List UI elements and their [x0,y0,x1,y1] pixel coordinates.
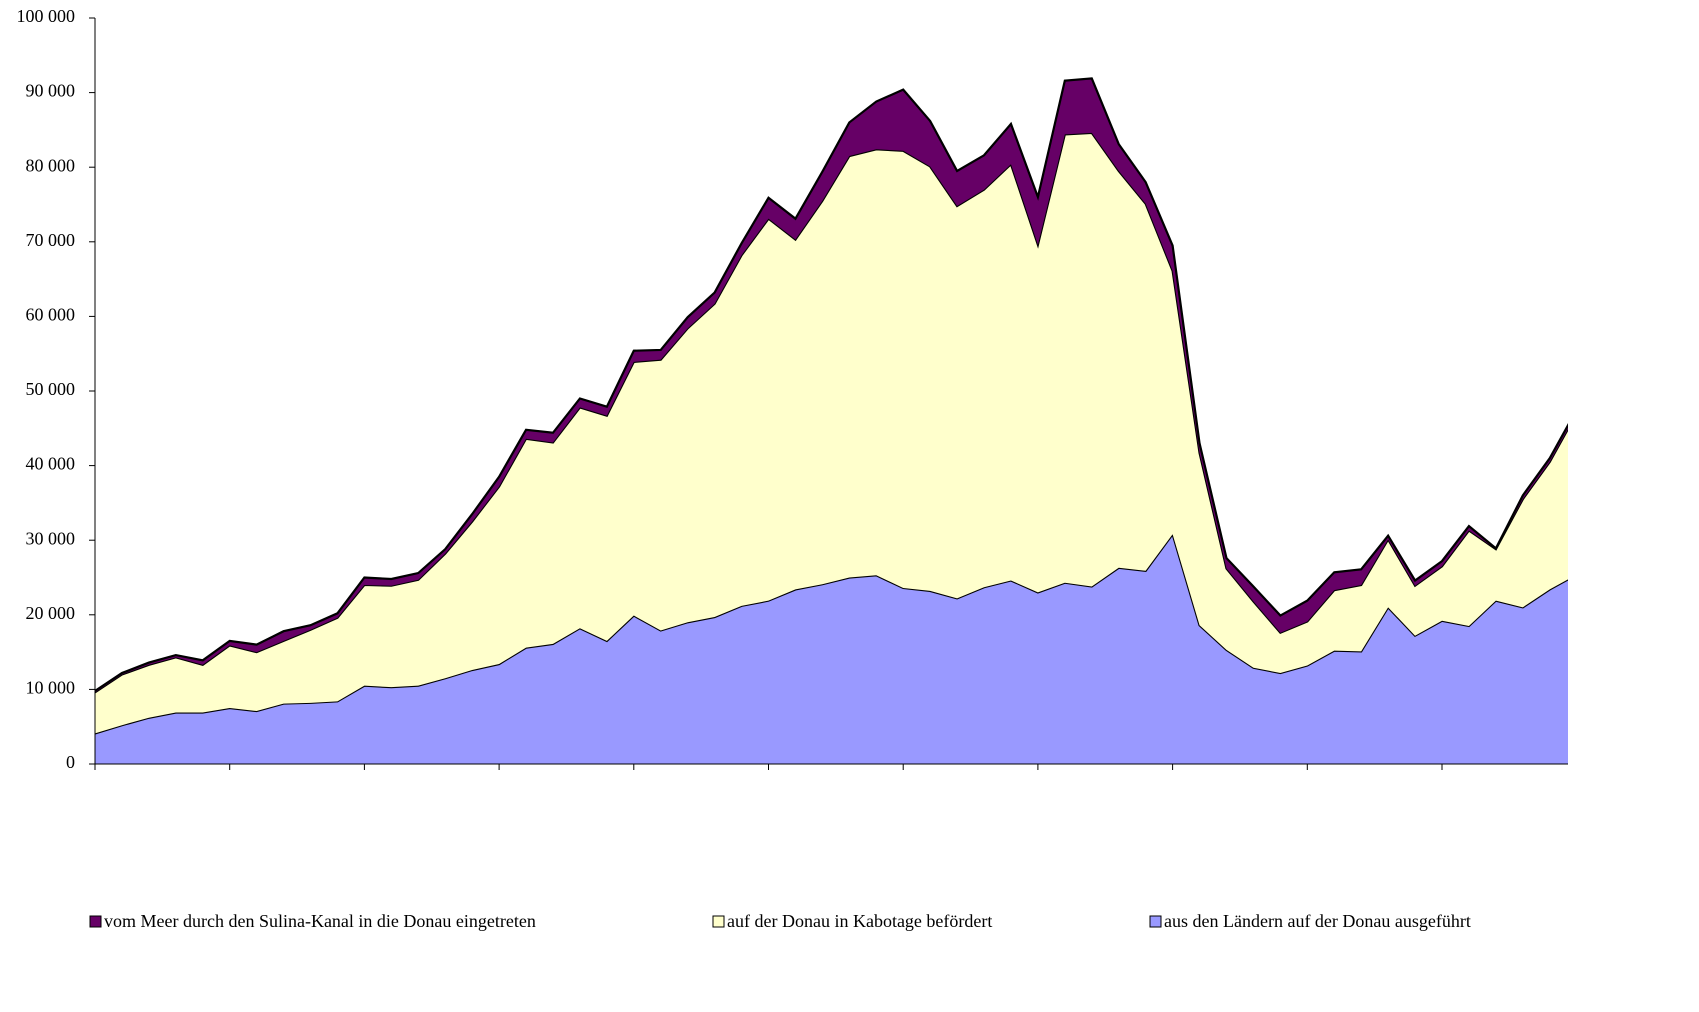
legend-label: auf der Donau in Kabotage befördert [727,911,992,931]
area-outline [95,77,1568,692]
y-tick-label: 20 000 [26,603,76,623]
y-tick-label: 100 000 [17,6,76,26]
legend-label: aus den Ländern auf der Donau ausgeführt [1164,911,1471,931]
axes: 0 10 000 20 000 30 000 40 000 50 000 60 000 70 … [17,6,1568,772]
legend-label: vom Meer durch den Sulina-Kanal in die D… [104,911,536,931]
y-tick-label: 0 [66,752,75,772]
y-tick-label: 10 000 [26,678,76,698]
y-tick-label: 50 000 [26,379,76,399]
y-tick-label: 40 000 [26,454,76,474]
y-tick-label: 90 000 [26,81,76,101]
area [95,534,1568,764]
area [95,132,1568,734]
legend-swatch [1149,915,1162,928]
plot-area [95,77,1568,764]
legend-swatch [89,915,102,928]
y-tick-label: 30 000 [26,528,76,548]
legend-swatch [712,915,725,928]
y-tick-label: 60 000 [26,305,76,325]
y-tick-label: 80 000 [26,155,76,175]
y-tick-label: 70 000 [26,230,76,250]
